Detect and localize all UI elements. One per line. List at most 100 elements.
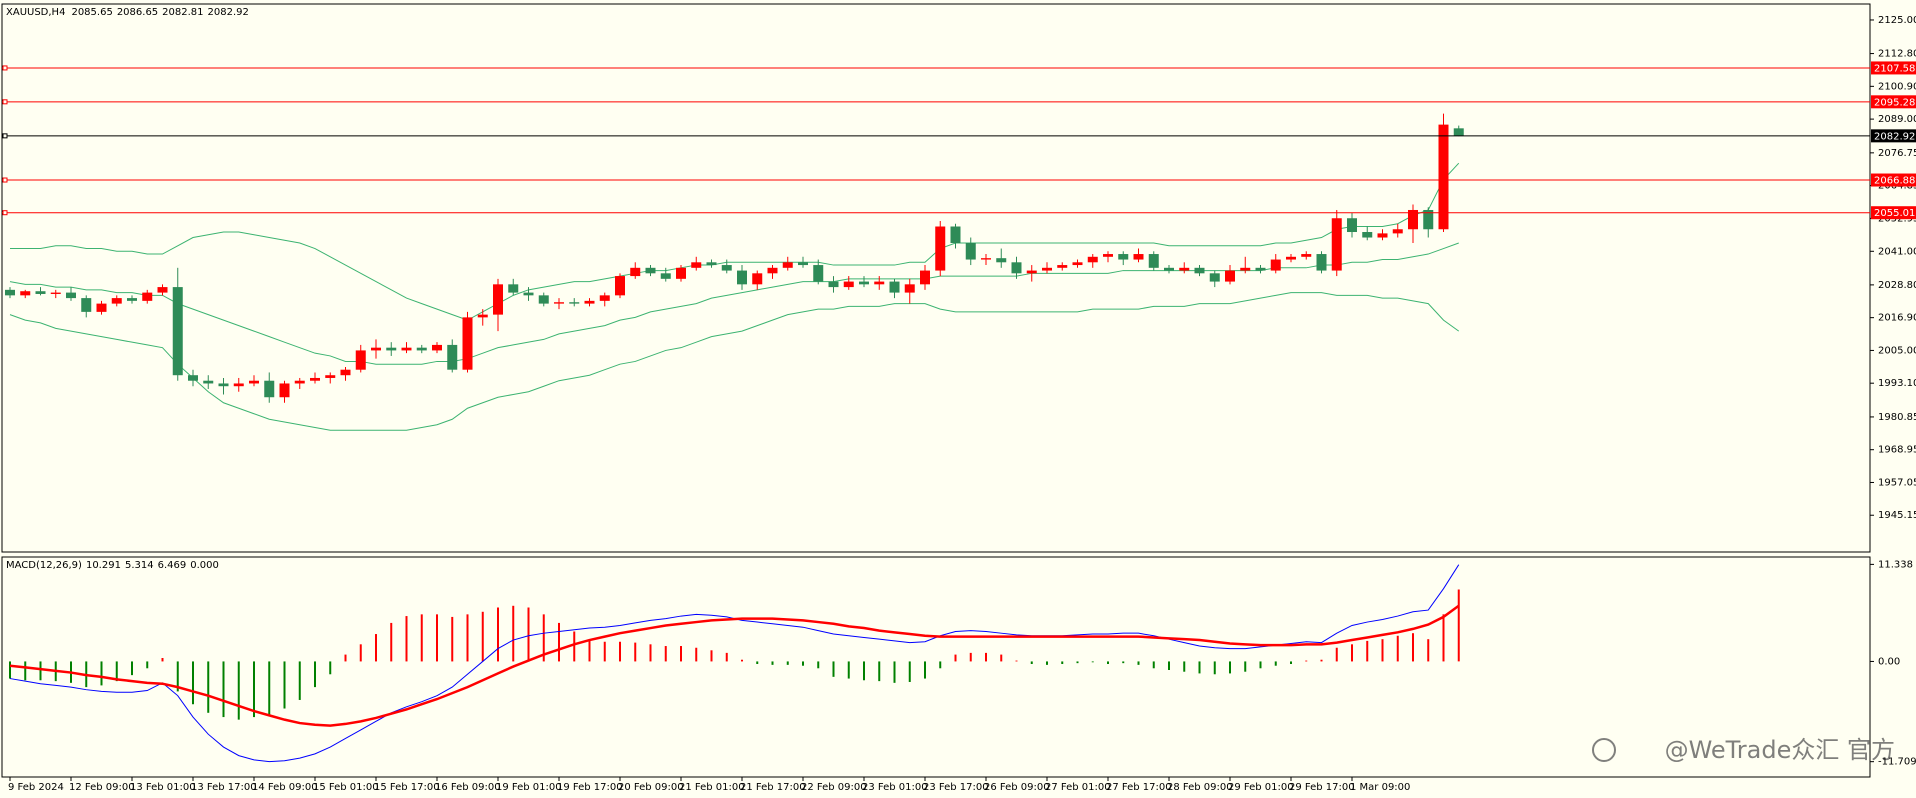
candle-body bbox=[752, 273, 763, 285]
y-tick-label: 2125.00 bbox=[1878, 15, 1916, 26]
candle-body bbox=[874, 281, 885, 285]
price-tag bbox=[1871, 95, 1916, 109]
candle-body bbox=[1301, 254, 1312, 257]
x-tick-label: 27 Feb 17:00 bbox=[1106, 782, 1172, 793]
x-tick-label: 26 Feb 09:00 bbox=[984, 782, 1050, 793]
x-tick-label: 13 Feb 17:00 bbox=[191, 782, 257, 793]
x-tick-label: 14 Feb 09:00 bbox=[252, 782, 318, 793]
candle-body bbox=[935, 226, 946, 271]
x-tick-label: 22 Feb 09:00 bbox=[801, 782, 867, 793]
candle-body bbox=[1026, 270, 1037, 274]
candle-body bbox=[355, 350, 366, 370]
candle-body bbox=[1392, 229, 1403, 234]
candle-body bbox=[157, 287, 168, 293]
price-tag-label: 2055.01 bbox=[1874, 208, 1915, 219]
indicator-name: MACD(12,26,9) bbox=[6, 560, 82, 571]
candle-body bbox=[1362, 232, 1373, 238]
candle-body bbox=[904, 284, 915, 293]
candle-body bbox=[340, 369, 351, 376]
candle-body bbox=[706, 262, 717, 266]
candle-body bbox=[1194, 267, 1205, 274]
candle-body bbox=[1286, 256, 1296, 260]
level-handle bbox=[2, 133, 8, 139]
candle-body bbox=[538, 295, 549, 304]
x-tick-label: 16 Feb 09:00 bbox=[435, 782, 501, 793]
candle-body bbox=[645, 267, 656, 274]
candle-body bbox=[477, 314, 488, 318]
level-handle bbox=[2, 210, 8, 216]
candle-body bbox=[828, 281, 839, 288]
candle-body bbox=[737, 270, 747, 285]
candle-body bbox=[965, 243, 976, 260]
candle-body bbox=[294, 380, 305, 384]
candle-body bbox=[1164, 267, 1174, 271]
candle-body bbox=[889, 281, 900, 293]
x-tick-label: 28 Feb 09:00 bbox=[1167, 782, 1233, 793]
signal-line bbox=[9, 604, 1460, 727]
candle-body bbox=[1316, 254, 1327, 271]
reading: 0.000 bbox=[190, 560, 219, 571]
x-tick-label: 12 Feb 09:00 bbox=[69, 782, 135, 793]
candle-body bbox=[950, 226, 961, 244]
reading: 2085.65 bbox=[71, 7, 112, 18]
candle-body bbox=[1255, 267, 1266, 271]
candle-body bbox=[432, 344, 442, 351]
candle-body bbox=[615, 276, 625, 296]
candle-body bbox=[859, 281, 869, 285]
candle-body bbox=[1072, 262, 1083, 266]
candle-body bbox=[1331, 218, 1342, 271]
candle-body bbox=[691, 262, 702, 268]
reading: 5.314 bbox=[125, 560, 154, 571]
candle-body bbox=[20, 291, 31, 296]
y-tick-label: 1980.85 bbox=[1878, 412, 1916, 423]
candle-body bbox=[569, 302, 580, 304]
macd-header: MACD(12,26,9) 10.291 5.314 6.469 0.000 bbox=[6, 560, 219, 571]
candle-body bbox=[401, 347, 412, 351]
candle-body bbox=[1118, 254, 1129, 260]
candle-body bbox=[508, 284, 519, 293]
candle-body bbox=[1423, 209, 1434, 230]
x-tick-label: 19 Feb 17:00 bbox=[557, 782, 623, 793]
candle-body bbox=[1087, 256, 1098, 263]
candle-body bbox=[50, 292, 61, 294]
candle-body bbox=[554, 302, 564, 304]
candle-body bbox=[1103, 254, 1113, 257]
candle-body bbox=[630, 267, 641, 277]
candle-body bbox=[172, 287, 183, 376]
candle-body bbox=[1240, 267, 1251, 271]
candle-body bbox=[35, 291, 46, 294]
main-header: XAUUSD,H4 2085.65 2086.65 2082.81 2082.92 bbox=[6, 7, 249, 18]
candle-body bbox=[310, 377, 320, 381]
x-tick-label: 27 Feb 01:00 bbox=[1045, 782, 1111, 793]
y-tick-label: 11.338 bbox=[1878, 559, 1913, 570]
y-tick-label: 1945.15 bbox=[1878, 510, 1916, 521]
x-tick-label: 15 Feb 01:00 bbox=[313, 782, 379, 793]
candle-body bbox=[386, 347, 397, 351]
candle-body bbox=[1042, 267, 1052, 271]
x-tick-label: 29 Feb 01:00 bbox=[1228, 782, 1294, 793]
candle-body bbox=[1011, 262, 1022, 274]
candle-body bbox=[1453, 128, 1464, 136]
x-tick-label: 15 Feb 17:00 bbox=[374, 782, 440, 793]
level-handle bbox=[2, 177, 8, 183]
y-tick-label: 1957.05 bbox=[1878, 477, 1916, 488]
x-tick-label: 21 Feb 17:00 bbox=[740, 782, 806, 793]
reading: 2082.92 bbox=[208, 7, 249, 18]
reading: 2082.81 bbox=[162, 7, 203, 18]
macd-pane bbox=[1, 556, 1871, 778]
price-tag-label: 2107.58 bbox=[1874, 63, 1915, 74]
x-tick-label: 23 Feb 17:00 bbox=[923, 782, 989, 793]
candle-body bbox=[1408, 209, 1418, 230]
candle-body bbox=[1270, 259, 1281, 271]
candle-body bbox=[127, 298, 137, 301]
candle-body bbox=[1133, 254, 1144, 260]
candle-body bbox=[1057, 265, 1068, 268]
plot-layer: 2125.002112.802100.902089.002076.752064.… bbox=[2, 15, 1916, 793]
x-tick-label: 9 Feb 2024 bbox=[8, 782, 64, 793]
candle-body bbox=[1377, 233, 1388, 238]
candle-body bbox=[1347, 218, 1357, 233]
candle-body bbox=[218, 383, 229, 387]
candle-body bbox=[782, 262, 793, 268]
